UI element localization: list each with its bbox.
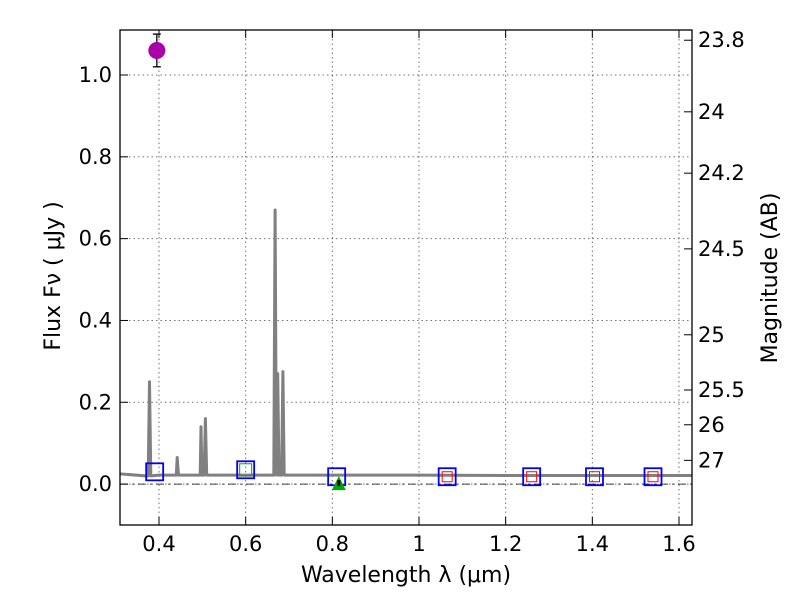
- x-axis-title: Wavelength λ (μm): [301, 563, 511, 588]
- y2-tick-label: 24.2: [698, 161, 745, 185]
- grid: [120, 30, 692, 525]
- observed-flux-marker: [647, 471, 659, 483]
- y2-tick-label: 24: [698, 100, 725, 124]
- x-tick-label: 1: [412, 532, 425, 556]
- observed-flux-marker: [441, 471, 453, 483]
- observed-flux-marker: [589, 471, 600, 483]
- y2-tick-label: 26: [698, 413, 725, 437]
- model-photometry-marker: [643, 467, 663, 487]
- plot-frame: [119, 29, 693, 526]
- y2-tick-label: 24.5: [698, 237, 745, 261]
- model-photometry-marker: [145, 462, 165, 482]
- x-tick-label: 0.4: [142, 532, 175, 556]
- y-tick-label: 0.4: [79, 308, 112, 332]
- y2-axis-title: Magnitude (AB): [758, 193, 783, 364]
- y-tick-label: 0.6: [79, 227, 112, 251]
- x-tick-label: 0.6: [229, 532, 262, 556]
- upper-limit-marker: [239, 463, 253, 477]
- x-tick-label: 1.4: [576, 532, 609, 556]
- y-tick-label: 0.8: [79, 145, 112, 169]
- model-photometry-marker: [437, 467, 457, 487]
- y-tick-label: 0.2: [79, 390, 112, 414]
- y-tick-label: 0.0: [79, 472, 112, 496]
- y-tick-label: 1.0: [79, 63, 112, 87]
- y2-tick-label: 23.8: [698, 28, 745, 52]
- y-axis-title: Flux Fν ( μJy ): [41, 201, 66, 350]
- ticks: 0.4 0.6 0.8 1 1.2 1.4 1.6 0.0 0.2 0.4 0.6 0.8 1.0 23.…: [79, 28, 745, 556]
- model-photometry-marker: [585, 467, 604, 487]
- sed-model-line: [119, 208, 692, 478]
- model-photometry-marker: [522, 467, 542, 487]
- x-tick-label: 1.6: [662, 532, 695, 556]
- y2-tick-label: 25.5: [698, 378, 745, 402]
- series-layer: [119, 33, 692, 491]
- model-photometry-marker: [236, 460, 256, 480]
- observed-flux-marker: [526, 471, 538, 483]
- x-tick-label: 1.2: [489, 532, 522, 556]
- x-tick-label: 0.8: [316, 532, 349, 556]
- y2-tick-label: 25: [698, 323, 725, 347]
- y2-tick-label: 27: [698, 448, 725, 472]
- detection-marker: [148, 41, 166, 59]
